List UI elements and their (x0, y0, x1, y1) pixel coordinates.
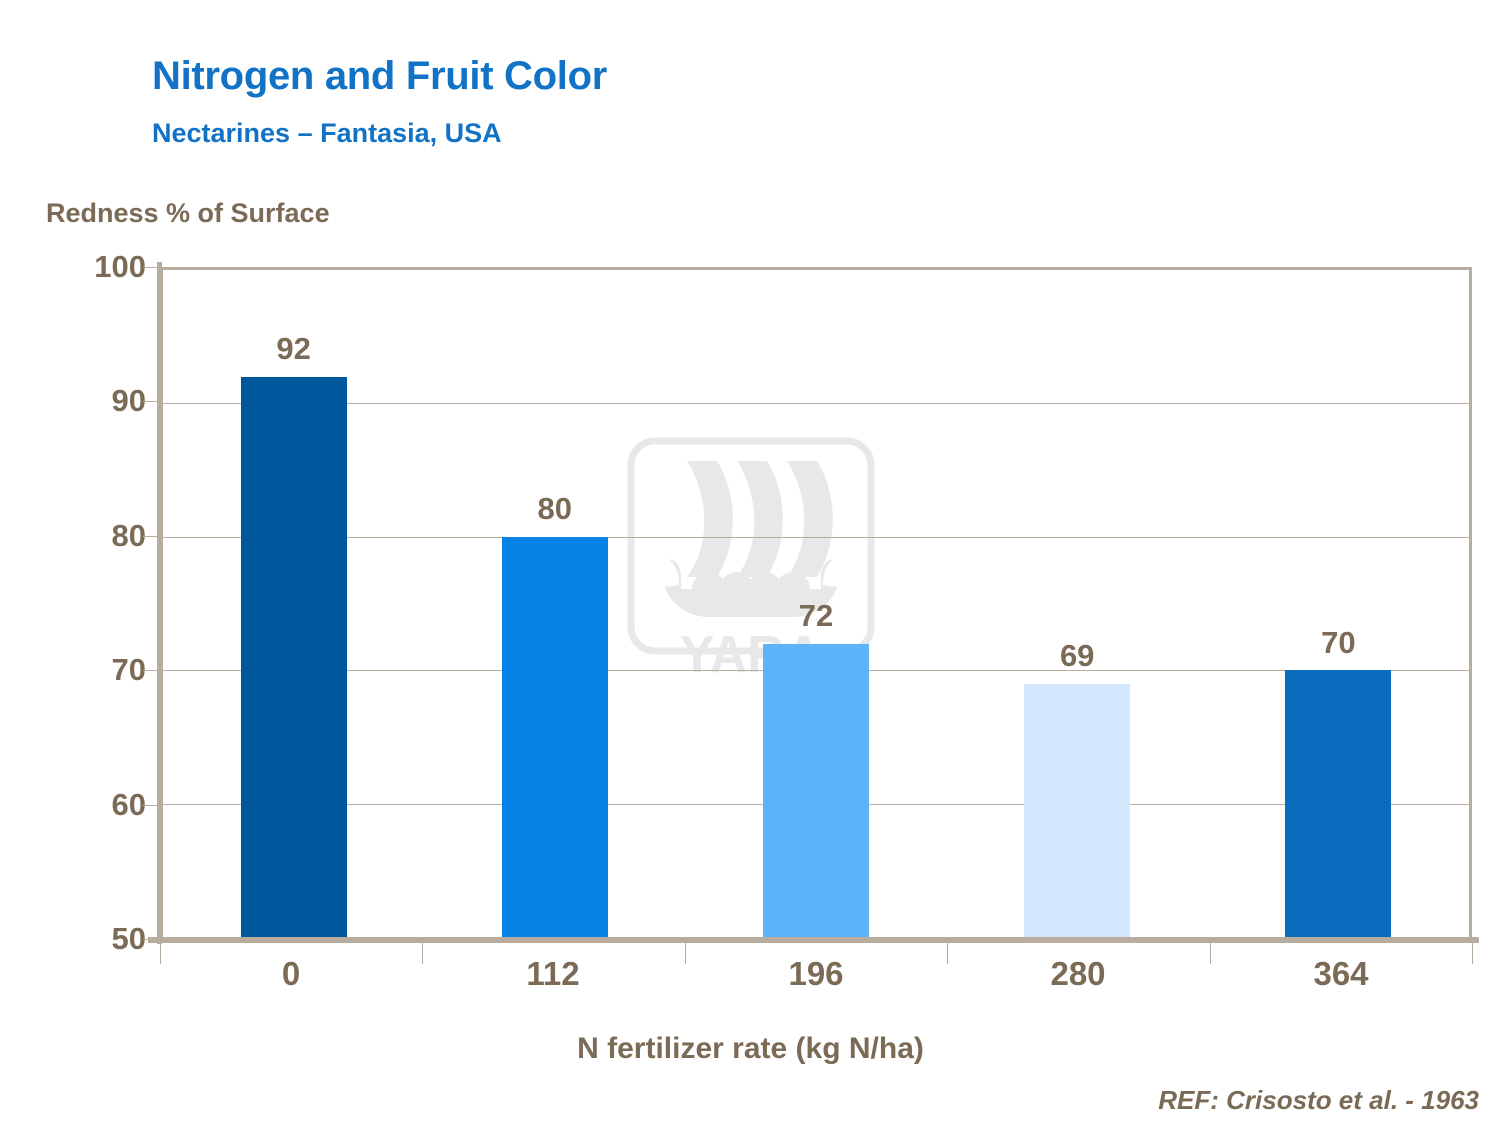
x-tick-label-1: 112 (526, 955, 580, 992)
y-tick-label-50: 50 (111, 921, 146, 956)
x-axis-baseline (148, 937, 1479, 943)
y-tick-mark-100 (143, 267, 160, 268)
x-tick-mark-2 (685, 940, 686, 964)
y-tick-mark-50 (143, 939, 160, 940)
y-tick-label-90: 90 (111, 383, 146, 418)
x-tick-label-0: 0 (281, 955, 301, 992)
bar-1[interactable] (501, 536, 608, 937)
x-tick-label-3: 280 (1050, 955, 1106, 992)
bar-0[interactable] (240, 376, 347, 937)
bar-slot-4: 70 (1208, 270, 1469, 937)
bar-value-label-3: 69 (1059, 638, 1095, 674)
chart-title: Nitrogen and Fruit Color (152, 54, 607, 98)
x-tick-mark-1 (422, 940, 423, 964)
bar-value-label-4: 70 (1321, 624, 1356, 660)
bar-value-label-0: 92 (276, 331, 311, 367)
x-tick-mark-5 (1472, 940, 1473, 964)
bar-2[interactable] (762, 643, 869, 937)
gridline-90 (163, 403, 1469, 405)
y-tick-label-60: 60 (111, 787, 146, 822)
y-tick-mark-80 (143, 536, 160, 537)
y-tick-label-70: 70 (111, 652, 146, 687)
bar-slot-0: 92 (163, 270, 424, 937)
y-tick-label-100: 100 (94, 249, 146, 284)
y-axis-spine (157, 262, 162, 944)
y-tick-mark-70 (143, 670, 160, 671)
x-tick-mark-0 (160, 940, 161, 964)
x-tick-mark-4 (1210, 940, 1211, 964)
bar-3[interactable] (1024, 683, 1131, 937)
bar-slot-3: 69 (947, 270, 1208, 937)
bar-slot-1: 80 (424, 270, 685, 937)
y-axis-title: Redness % of Surface (46, 198, 330, 228)
x-axis-title: N fertilizer rate (kg N/ha) (577, 1032, 924, 1065)
bar-value-label-1: 80 (537, 491, 573, 527)
bars-layer: 92 80 72 69 70 (163, 270, 1469, 937)
y-tick-mark-60 (143, 805, 160, 806)
y-tick-mark-90 (143, 401, 160, 402)
bar-value-label-2: 72 (798, 598, 834, 634)
y-tick-label-80: 80 (111, 518, 146, 553)
x-tick-label-2: 196 (788, 955, 844, 992)
plot-area: YARA 92 80 72 69 70 (160, 267, 1472, 940)
x-tick-mark-3 (947, 940, 948, 964)
chart-subtitle: Nectarines – Fantasia, USA (152, 118, 502, 148)
reference-note: REF: Crisosto et al. - 1963 (1158, 1085, 1479, 1115)
gridline-80 (163, 536, 1469, 538)
bar-4[interactable] (1285, 670, 1392, 937)
x-tick-label-4: 364 (1313, 955, 1369, 992)
bar-slot-2: 72 (685, 270, 946, 937)
